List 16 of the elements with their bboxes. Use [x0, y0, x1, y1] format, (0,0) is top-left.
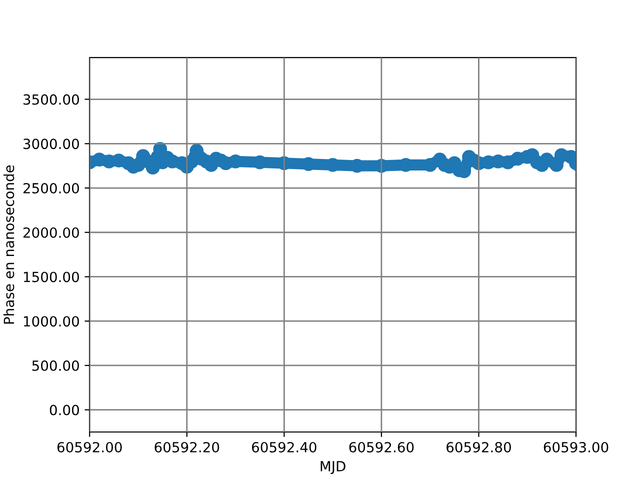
y-tick-label: 1500.00 — [24, 272, 79, 282]
y-tick-label: 1000.00 — [24, 316, 79, 327]
y-axis-title: Phase en nanoseconde — [3, 165, 14, 324]
x-tick-label: 60592.20 — [154, 442, 220, 452]
x-tick-label: 60593.00 — [544, 442, 608, 452]
y-tick-label: 0.00 — [50, 404, 79, 416]
x-tick-label: 60592.80 — [446, 442, 511, 452]
y-tick-label: 3000.00 — [24, 138, 79, 150]
x-tick-label: 60592.60 — [349, 442, 414, 452]
y-tick-label: 2000.00 — [23, 227, 79, 238]
x-tick-label: 60592.40 — [252, 442, 316, 452]
x-tick-label: 60592.00 — [57, 442, 122, 452]
y-tick-label: 3500.00 — [24, 94, 79, 105]
x-axis-title: MJD — [320, 461, 346, 474]
y-tick-label: 2500.00 — [23, 182, 79, 194]
y-tick-label: 500.00 — [32, 360, 79, 371]
